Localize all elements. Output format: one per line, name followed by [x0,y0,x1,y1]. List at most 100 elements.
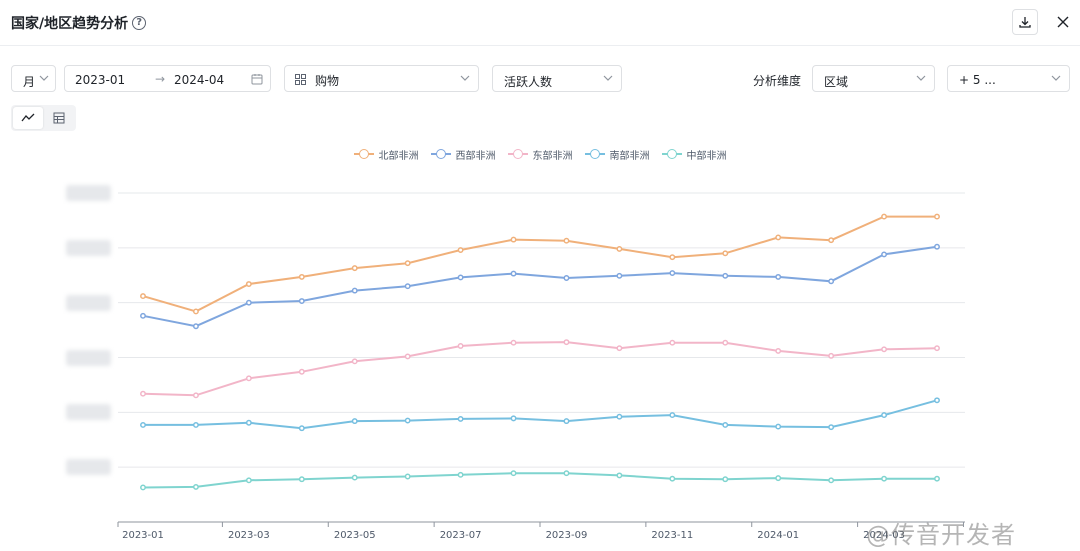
chevron-down-icon [460,75,470,81]
data-point [192,308,199,315]
line-view-button[interactable] [13,107,43,129]
date-range-picker[interactable]: 2023-01 → 2024-04 [64,65,271,92]
legend-label: 中部非洲 [686,150,727,162]
chevron-down-icon [603,75,613,81]
date-start[interactable]: 2023-01 [75,73,126,87]
metric-select[interactable]: 活跃人数 [492,65,622,92]
data-point [457,343,464,349]
data-point [404,283,411,290]
data-point [669,412,676,419]
data-point [881,412,888,419]
help-circle-icon[interactable]: ? [132,16,147,30]
y-tick-label-obscured [66,404,111,421]
data-point [140,390,146,397]
x-tick-label: 2023-07 [440,530,482,541]
data-point [881,346,888,353]
page-title-text: 国家/地区趋势分析 [11,16,129,32]
grid-icon [295,74,306,85]
chevron-down-icon [39,75,49,81]
data-point [457,471,464,478]
legend-marker [430,149,451,159]
table-icon [53,112,65,124]
chevron-down-icon [1051,75,1061,81]
data-point [828,352,835,359]
table-view-button[interactable] [44,107,74,129]
data-point [140,421,146,428]
data-point [828,477,835,484]
data-point [669,270,676,277]
data-point [775,423,782,430]
legend-item[interactable]: 东部非洲 [507,145,573,163]
data-point [510,270,517,277]
data-point [828,237,835,244]
series-line [142,472,937,489]
data-point [616,245,623,252]
data-point [722,272,729,279]
data-point [563,275,570,281]
data-point [298,273,305,280]
data-point [510,470,517,477]
data-point [828,278,835,285]
date-end[interactable]: 2024-04 [174,73,225,87]
data-point [881,213,888,220]
data-point [510,415,517,422]
legend-label: 北部非洲 [378,150,419,162]
data-point [616,272,623,279]
data-point [669,339,676,346]
more-regions-select[interactable]: + 5 ... [947,65,1070,92]
category-value: 购物 [315,74,340,88]
legend-label: 西部非洲 [455,150,496,162]
close-button[interactable] [1051,10,1075,34]
chevron-down-icon [916,75,926,81]
legend-item[interactable]: 西部非洲 [430,145,496,163]
data-point [934,213,940,220]
data-point [298,298,305,304]
legend-item[interactable]: 南部非洲 [584,145,650,163]
granularity-value: 月 [23,75,36,89]
legend-item[interactable]: 中部非洲 [661,145,727,163]
data-point [404,353,411,360]
date-arrow: → [155,72,166,86]
calendar-icon [251,74,263,85]
category-select[interactable]: 购物 [284,65,479,92]
data-point [616,472,623,479]
y-tick-label-obscured [66,459,111,476]
legend-marker [353,149,374,159]
data-point [775,347,782,354]
metric-value: 活跃人数 [504,75,553,89]
granularity-select[interactable]: 月 [11,65,56,92]
data-point [722,421,729,428]
data-point [616,345,623,352]
x-tick-label: 2024-03 [863,530,905,541]
data-point [140,293,146,300]
data-point [245,477,252,484]
data-point [775,273,782,280]
data-point [934,243,940,250]
data-point [563,470,570,477]
watermark-text: @传音开发者 [866,521,1016,549]
data-point [669,475,676,482]
download-button[interactable] [1012,9,1038,35]
close-icon [1057,16,1069,28]
data-point [934,397,940,404]
dimension-label: 分析维度 [753,74,802,88]
x-tick-label: 2023-09 [546,530,588,541]
x-tick-label: 2023-03 [228,530,270,541]
y-tick-label-obscured [66,294,111,311]
series-line [142,341,938,397]
dimension-select[interactable]: 区域 [812,65,935,92]
data-point [563,418,570,425]
data-point [722,339,729,346]
y-tick-label-obscured [66,185,111,201]
chart-legend: 北部非洲 西部非洲 东部非洲 南部非洲 中部非洲 [0,145,1080,163]
x-tick-label: 2024-01 [757,530,799,541]
legend-item[interactable]: 北部非洲 [353,145,419,163]
data-point [722,250,729,257]
series-line [142,245,938,328]
x-tick-label: 2023-05 [334,530,376,541]
data-point [669,254,676,261]
data-point [298,476,305,483]
series-line [143,399,938,430]
data-point [563,339,570,346]
